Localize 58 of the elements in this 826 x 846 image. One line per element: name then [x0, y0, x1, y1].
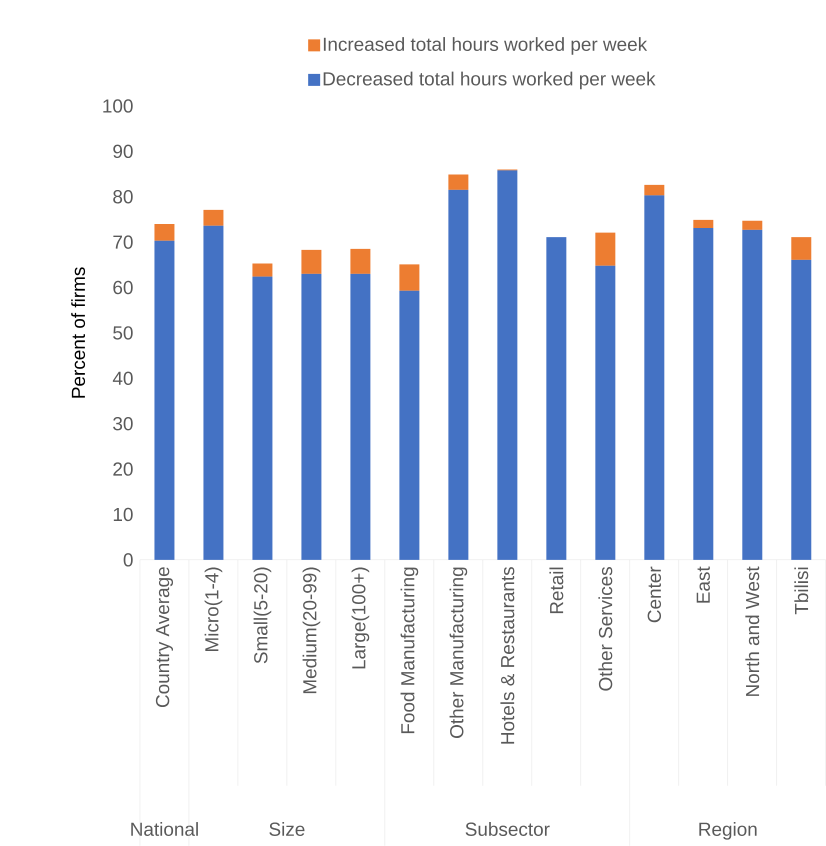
text: Region: [699, 822, 757, 840]
bar: [203, 210, 224, 226]
legend-label: Decreased total hours worked per week: [324, 72, 656, 90]
x-tick-label: Small(5-20): [254, 568, 272, 664]
y-tick-label: 50: [113, 326, 133, 340]
legend-label: Increased total hours worked per week: [324, 37, 648, 55]
bar: [595, 266, 616, 560]
x-tick-label: Medium(20-99): [302, 568, 320, 694]
y-tick-label: 60: [113, 280, 133, 294]
y-tick-label: 10: [114, 508, 133, 522]
x-tick-label: Food Manufacturing: [400, 568, 418, 734]
y-tick-label: 70: [113, 235, 133, 249]
x-tick-label: Hotels & Restaurants: [500, 567, 514, 744]
bar: [644, 184, 664, 196]
bar: [203, 226, 224, 560]
bar: [693, 220, 714, 228]
text: National: [131, 822, 198, 836]
bar: [791, 237, 812, 260]
bar: [252, 263, 272, 277]
bar: [693, 228, 714, 560]
bar: [252, 276, 272, 560]
bar: [497, 170, 518, 560]
bar: [399, 264, 420, 291]
bar: [546, 237, 566, 560]
bar: [154, 240, 174, 560]
bar: [350, 274, 370, 560]
bar: [399, 290, 420, 560]
text: Subsector: [466, 822, 550, 836]
x-tick-label: Other Manufacturing: [450, 568, 468, 738]
bar: [595, 232, 616, 266]
y-tick-label: 0: [124, 553, 133, 567]
y-tick-label: 40: [112, 372, 133, 385]
y-tick-label: 30: [113, 416, 133, 430]
x-tick-label: Country Average: [156, 567, 174, 708]
bar: [742, 220, 762, 230]
x-tick-label: Other Services: [598, 567, 612, 691]
y-tick-label: 100: [103, 99, 133, 113]
bar: [448, 174, 468, 190]
x-tick-label: Micro(1-4): [204, 568, 222, 652]
x-tick-label: Tbilisi: [794, 568, 808, 614]
y-tick-label: 20: [113, 462, 133, 476]
y-tick-label: 90: [113, 144, 133, 158]
bar: [350, 248, 370, 274]
x-tick-label: East: [696, 566, 710, 603]
x-tick-label: Center: [648, 566, 662, 622]
x-tick-label: Large(100+): [352, 568, 370, 668]
bar: [448, 190, 468, 560]
bar: [644, 195, 664, 560]
text: Size: [269, 822, 304, 836]
x-tick-label: North and West: [745, 566, 760, 696]
bar: [791, 260, 812, 560]
y-axis-title: Percent of firms: [71, 267, 86, 398]
x-tick-label: Retail: [549, 568, 564, 614]
bar: [301, 250, 322, 274]
bar: [301, 274, 322, 560]
bar: [154, 224, 174, 241]
bar: [742, 230, 762, 560]
y-tick-label: 80: [113, 190, 133, 204]
